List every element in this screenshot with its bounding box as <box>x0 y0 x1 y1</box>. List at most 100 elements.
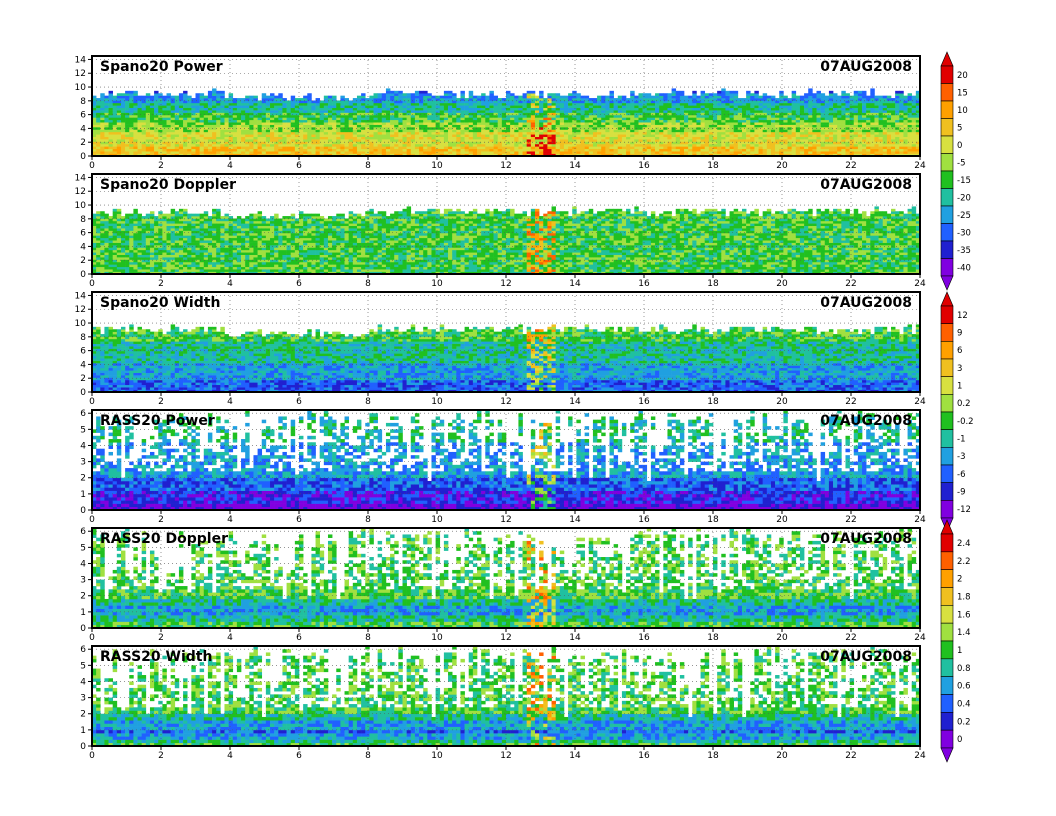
heatmap-cell <box>828 148 834 152</box>
heatmap-cell <box>725 141 730 145</box>
heatmap-cell <box>431 122 436 125</box>
heatmap-cell <box>783 127 788 130</box>
heatmap-cell <box>307 153 312 157</box>
heatmap-cell <box>741 119 747 123</box>
heatmap-cell <box>613 105 619 109</box>
heatmap-cell <box>278 112 283 116</box>
heatmap-cell <box>655 107 660 111</box>
heatmap-cell <box>344 122 349 125</box>
heatmap-cell <box>824 129 830 133</box>
heatmap-cell <box>199 131 205 135</box>
heatmap-cell <box>642 102 648 106</box>
heatmap-cell <box>555 119 561 123</box>
heatmap-cell <box>460 90 465 94</box>
heatmap-cell <box>141 102 147 106</box>
heatmap-cell <box>555 129 561 133</box>
heatmap-cell <box>224 119 229 123</box>
heatmap-cell <box>410 124 416 128</box>
heatmap-cell <box>489 112 494 116</box>
heatmap-cell <box>477 95 482 99</box>
heatmap-cell <box>241 107 246 111</box>
heatmap-cell <box>149 117 155 121</box>
heatmap-cell <box>862 129 867 133</box>
heatmap-cell <box>253 119 258 123</box>
heatmap-cell <box>170 141 176 145</box>
heatmap-cell <box>398 124 403 128</box>
heatmap-cell <box>679 146 685 150</box>
heatmap-cell <box>410 105 416 109</box>
heatmap-cell <box>663 112 668 116</box>
heatmap-cell <box>762 105 768 109</box>
heatmap-cell <box>539 143 544 147</box>
heatmap-cell <box>274 124 279 128</box>
heatmap-cell <box>112 153 118 157</box>
heatmap-cell <box>679 127 685 130</box>
heatmap-cell <box>812 139 817 142</box>
heatmap-cell <box>857 129 863 133</box>
heatmap-cell <box>431 112 436 116</box>
heatmap-cell <box>849 122 855 125</box>
heatmap-cell <box>452 129 457 133</box>
heatmap-cell <box>162 148 167 152</box>
heatmap-cell <box>257 112 263 116</box>
heatmap-cell <box>775 136 780 140</box>
heatmap-cell <box>655 124 660 128</box>
heatmap-cell <box>526 141 532 145</box>
heatmap-cell <box>874 153 879 157</box>
heatmap-cell <box>605 151 610 154</box>
heatmap-cell <box>377 136 383 140</box>
heatmap-cell <box>344 110 349 113</box>
heatmap-cell <box>667 105 672 109</box>
heatmap-cell <box>249 105 254 109</box>
heatmap-cell <box>129 117 134 121</box>
heatmap-cell <box>191 124 196 128</box>
heatmap-cell <box>323 122 329 125</box>
heatmap-cell <box>692 105 697 109</box>
heatmap-cell <box>518 139 523 142</box>
heatmap-cell <box>828 117 834 121</box>
heatmap-cell <box>365 148 370 152</box>
heatmap-cell <box>547 112 552 116</box>
heatmap-cell <box>373 141 378 145</box>
heatmap-cell <box>791 93 797 96</box>
heatmap-cell <box>824 114 830 118</box>
heatmap-cell <box>837 105 842 109</box>
heatmap-cell <box>841 139 846 142</box>
heatmap-cell <box>733 148 739 152</box>
heatmap-cell <box>530 153 536 157</box>
heatmap-cell <box>539 134 544 137</box>
heatmap-cell <box>547 127 552 130</box>
heatmap-cell <box>692 139 697 142</box>
heatmap-cell <box>427 153 432 157</box>
heatmap-cell <box>522 141 527 145</box>
heatmap-cell <box>228 139 234 142</box>
heatmap-cell <box>149 148 155 152</box>
heatmap-cell <box>849 148 855 152</box>
heatmap-cell <box>207 95 213 99</box>
heatmap-cell <box>501 141 507 145</box>
heatmap-cell <box>414 114 420 118</box>
heatmap-cell <box>721 134 726 137</box>
heatmap-cell <box>402 102 407 106</box>
heatmap-cell <box>216 131 221 135</box>
heatmap-cell <box>390 124 395 128</box>
heatmap-cell <box>187 110 192 113</box>
heatmap-cell <box>245 141 250 145</box>
heatmap-cell <box>162 146 167 150</box>
heatmap-cell <box>737 110 743 113</box>
heatmap-cell <box>804 148 809 152</box>
heatmap-cell <box>506 143 511 147</box>
heatmap-cell <box>402 124 407 128</box>
heatmap-cell <box>120 110 126 113</box>
heatmap-cell <box>704 129 710 133</box>
heatmap-cell <box>882 146 888 150</box>
heatmap-cell <box>696 117 701 121</box>
heatmap-cell <box>270 141 275 145</box>
heatmap-cell <box>833 131 838 135</box>
heatmap-cell <box>568 93 573 96</box>
heatmap-cell <box>207 136 213 140</box>
heatmap-cell <box>679 143 685 147</box>
heatmap-cell <box>555 98 561 101</box>
heatmap-cell <box>828 151 834 154</box>
heatmap-cell <box>655 131 660 135</box>
